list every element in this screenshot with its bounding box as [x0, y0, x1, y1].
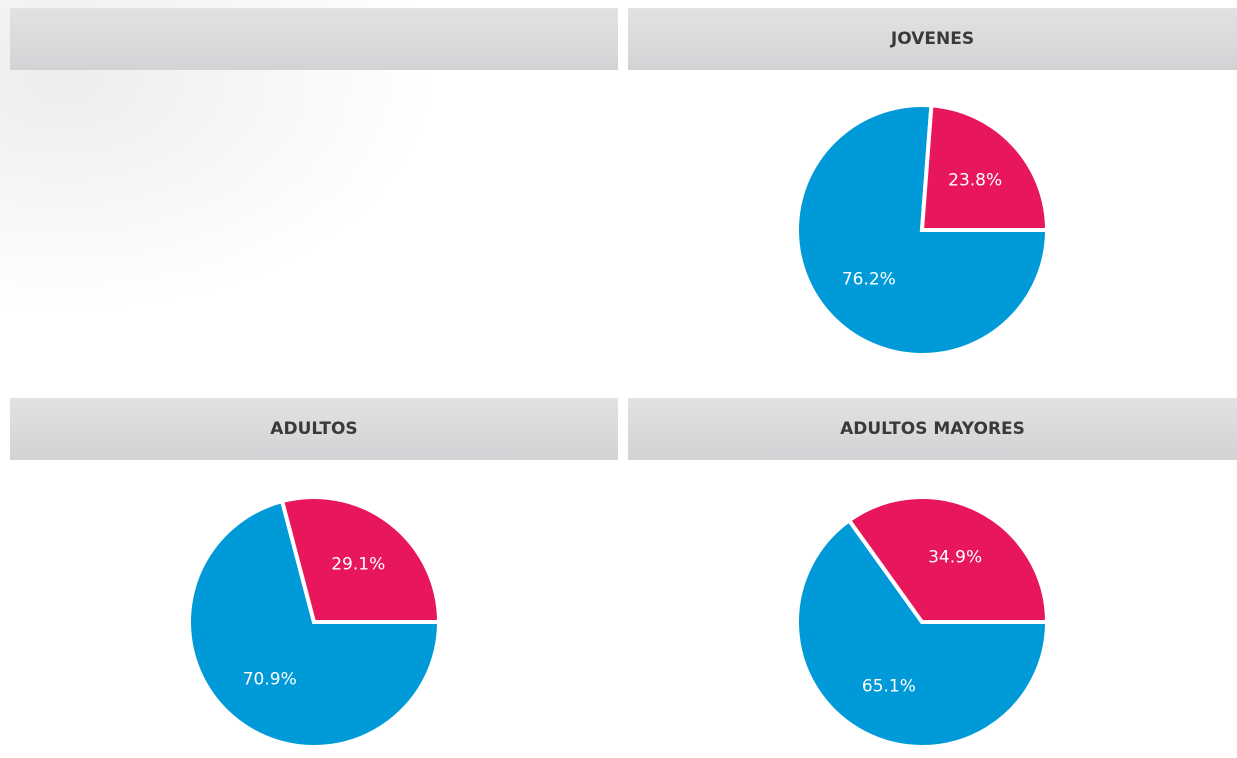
slice-label: 76.2% [842, 269, 896, 289]
panel-title: ADULTOS [270, 419, 357, 439]
slice-label: 29.1% [331, 555, 385, 575]
panel-title: JOVENES [890, 29, 974, 49]
slice-label: 23.8% [948, 171, 1002, 191]
panel-header [628, 8, 1237, 70]
slice-label: 34.9% [928, 548, 982, 568]
pie-slice [187, 498, 442, 749]
panel-header [10, 398, 618, 460]
pie-slice [795, 103, 1050, 357]
pie-slice [846, 495, 1050, 624]
panel-header [10, 8, 618, 70]
panel-header [628, 398, 1237, 460]
pie-slice [919, 103, 1050, 232]
slice-label: 70.9% [243, 669, 297, 689]
panel-title: ADULTOS MAYORES [840, 419, 1025, 439]
slice-label: 65.1% [862, 676, 916, 696]
pie-slice [795, 517, 1050, 749]
pie-slice [279, 495, 442, 624]
